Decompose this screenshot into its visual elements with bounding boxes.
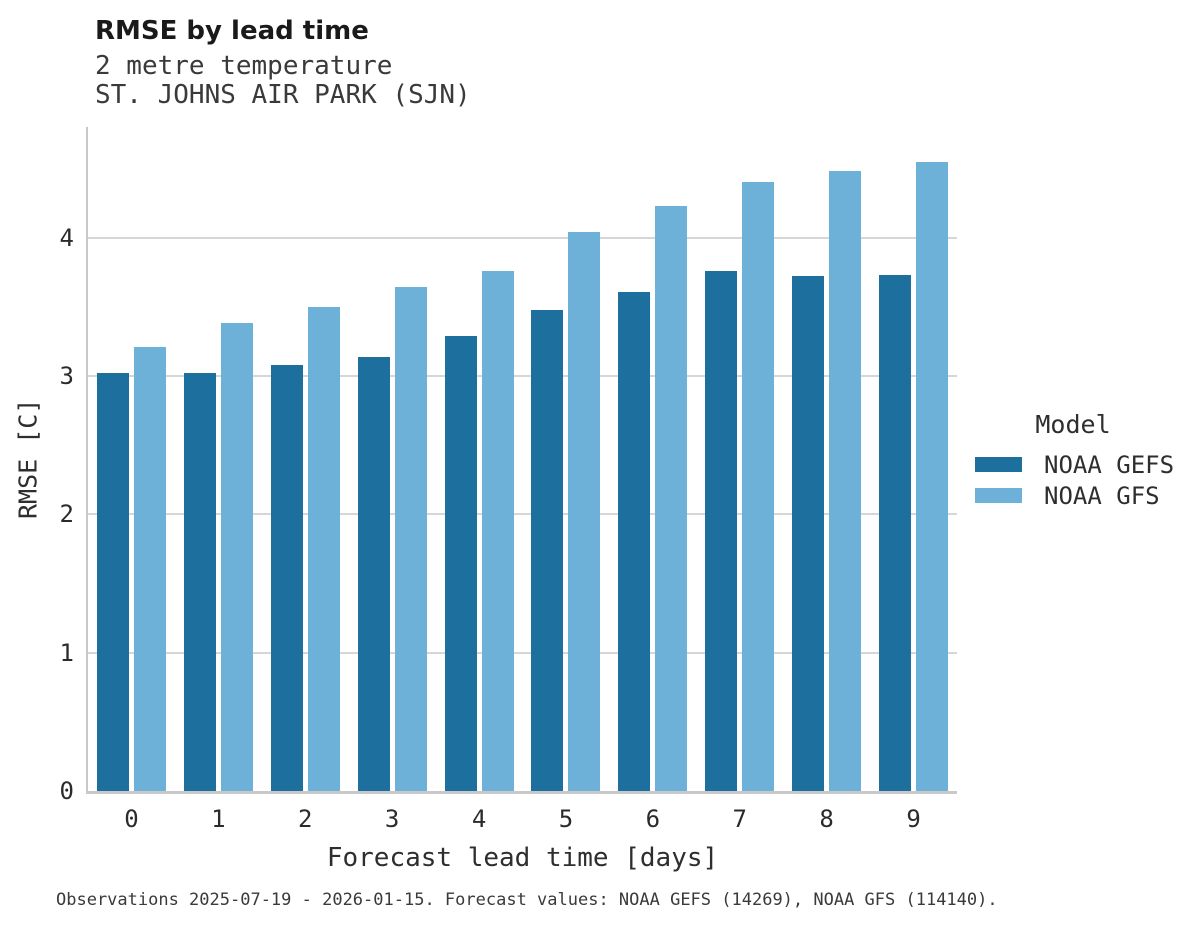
- bar-noaa-gfs-day-5: [568, 232, 601, 791]
- legend-swatch-noaa-gfs: [975, 488, 1022, 503]
- x-tick-label-5: 5: [558, 805, 574, 833]
- x-tick-label-3: 3: [384, 805, 400, 833]
- bar-noaa-gfs-day-2: [307, 306, 340, 791]
- caption-observations: Observations 2025-07-19 - 2026-01-15. Fo…: [56, 890, 998, 910]
- x-tick-label-1: 1: [211, 805, 226, 833]
- bar-noaa-gefs-day-8: [792, 276, 825, 791]
- bar-noaa-gefs-day-6: [618, 291, 651, 791]
- bar-noaa-gefs-day-3: [357, 356, 390, 791]
- gridline-y-2: [88, 513, 957, 516]
- x-tick-label-6: 6: [645, 805, 661, 833]
- y-axis-spine: [86, 127, 88, 794]
- bar-noaa-gfs-day-1: [220, 323, 253, 791]
- x-tick-label-0: 0: [124, 805, 139, 833]
- bar-noaa-gefs-day-7: [705, 270, 738, 791]
- y-tick-label-0: 0: [59, 777, 74, 805]
- chart-subtitle-station: ST. JOHNS AIR PARK (SJN): [95, 80, 471, 110]
- x-tick-label-8: 8: [819, 805, 834, 833]
- bar-noaa-gfs-day-3: [394, 287, 427, 791]
- bar-noaa-gfs-day-6: [655, 205, 688, 791]
- gridline-y-3: [88, 375, 957, 377]
- bar-noaa-gefs-day-5: [531, 309, 564, 791]
- legend-entries: NOAA GEFS NOAA GFS: [965, 449, 1181, 511]
- bar-noaa-gefs-day-9: [879, 275, 912, 791]
- bar-noaa-gfs-day-8: [829, 171, 862, 791]
- x-tick-label-4: 4: [471, 805, 487, 833]
- chart-subtitle-variable: 2 metre temperature: [95, 51, 393, 81]
- legend-title: Model: [1035, 410, 1111, 439]
- chart-title: RMSE by lead time: [95, 16, 369, 46]
- bar-noaa-gefs-day-1: [183, 373, 216, 791]
- legend-label-noaa-gfs: NOAA GFS: [1044, 481, 1160, 510]
- x-axis-label: Forecast lead time [days]: [326, 843, 719, 873]
- bar-noaa-gefs-day-0: [96, 373, 129, 791]
- x-tick-label-2: 2: [298, 805, 313, 833]
- gridline-y-4: [88, 236, 957, 239]
- x-axis-tick-labels: 0 1 2 3 4 5 6 7 8 9: [88, 805, 957, 835]
- x-tick-label-9: 9: [906, 805, 921, 833]
- y-tick-label-2: 2: [59, 500, 74, 529]
- legend-entry-noaa-gefs: NOAA GEFS: [965, 449, 1181, 480]
- bar-noaa-gfs-day-7: [742, 182, 775, 791]
- legend: Model NOAA GEFS NOAA GFS: [965, 410, 1181, 511]
- x-tick-label-7: 7: [732, 805, 747, 833]
- x-axis-spine: [86, 791, 957, 794]
- y-axis-tick-labels: 0 1 2 3 4: [0, 127, 74, 805]
- y-tick-label-3: 3: [59, 362, 74, 390]
- gridline-y-1: [88, 651, 957, 654]
- legend-swatch-noaa-gefs: [975, 457, 1022, 472]
- bar-noaa-gfs-day-0: [133, 346, 166, 791]
- bar-noaa-gefs-day-2: [270, 364, 303, 791]
- legend-label-noaa-gefs: NOAA GEFS: [1044, 450, 1175, 479]
- plot-area: [86, 127, 957, 794]
- bar-noaa-gefs-day-4: [444, 335, 477, 791]
- bar-noaa-gfs-day-4: [481, 270, 514, 791]
- y-tick-label-1: 1: [59, 638, 74, 667]
- bar-noaa-gfs-day-9: [916, 161, 949, 791]
- y-tick-label-4: 4: [59, 223, 74, 252]
- legend-entry-noaa-gfs: NOAA GFS: [965, 480, 1181, 511]
